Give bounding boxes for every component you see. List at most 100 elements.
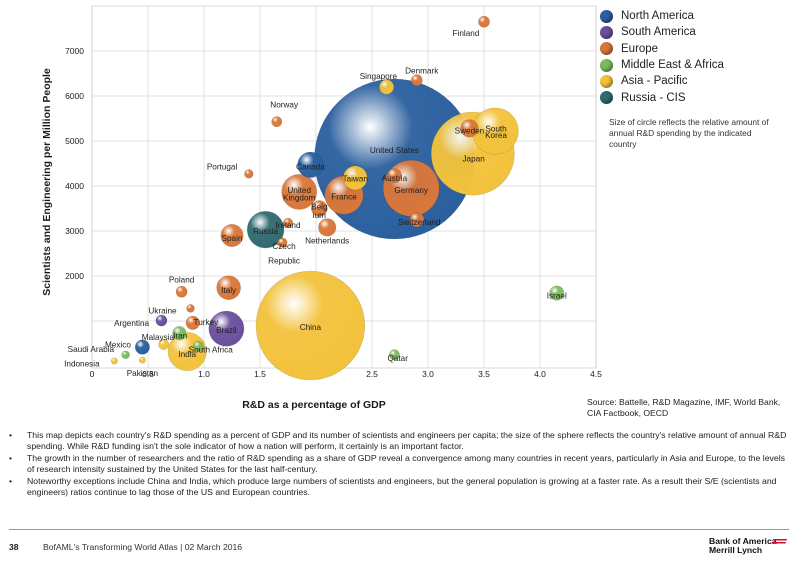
bubble-label-united-states: United States [370, 146, 419, 155]
bubble-label-united-kingdom: United [287, 186, 311, 195]
bubble-canada [297, 151, 324, 178]
bubble-label-japan: Japan [462, 154, 485, 163]
bubble-brazil [208, 310, 245, 347]
y-tick-label: 6000 [65, 91, 84, 101]
bubble-label-czech-republic: Czech [272, 242, 296, 251]
bubble-china [255, 270, 366, 381]
bubble-label-finland: Finland [453, 29, 480, 38]
bubble-switzerland [409, 212, 425, 228]
bubble-label-iran: Iran [173, 331, 188, 340]
legend-swatch [600, 91, 613, 105]
bubble-label-sweden: Sweden [455, 127, 485, 136]
bubble-label-singapore: Singapore [360, 72, 398, 81]
x-axis-label: R&D as a percentage of GDP [242, 399, 386, 411]
bubble-italy [216, 275, 241, 301]
bubble-label-saudi-arabia: Saudi Arabia [68, 345, 115, 354]
bubble-label-qatar: Qatar [387, 354, 408, 363]
bubble-spain [220, 224, 244, 248]
bubble-label-spain: Spain [222, 234, 243, 243]
bubble-israel [549, 285, 565, 301]
bubble-label-ireland: Ireland [275, 221, 300, 230]
bubble-pakistan [138, 356, 146, 364]
legend-swatch [600, 25, 613, 39]
bubble-label-poland: Poland [169, 275, 195, 284]
legend-swatch [600, 74, 613, 88]
bubble-south-africa [192, 340, 204, 352]
legend-label: North America [621, 10, 694, 23]
bubble-label-india: India [178, 350, 196, 359]
legend-label: Russia - CIS [621, 91, 686, 104]
bubble-label-portugal: Portugal [207, 162, 238, 171]
legend-label: Europe [621, 42, 659, 55]
bubble-qatar [388, 349, 400, 361]
source-note: Source: Battelle, R&D Magazine, IMF, Wor… [587, 397, 781, 418]
legend-item-north-america: North America [600, 8, 724, 24]
bubble-label-brazil: Brazil [216, 326, 237, 335]
bubble-label-south-korea: Korea [485, 131, 507, 140]
y-tick-label: 2000 [65, 271, 84, 281]
bubble-czech-republic [277, 237, 288, 248]
footer-divider [9, 529, 789, 530]
bubble-label-netherlands: Netherlands [305, 236, 349, 245]
bubble-label-china: China [300, 323, 322, 332]
bubble-indonesia [110, 357, 118, 365]
bubble-label-pakistan: Pakistan [127, 369, 159, 378]
bubble-label-indonesia: Indonesia [64, 359, 100, 368]
bubble-ireland [282, 217, 294, 228]
bubble-malaysia [158, 338, 170, 350]
bubble-sweden [460, 119, 479, 138]
bubble-label-denmark: Denmark [405, 66, 439, 75]
bubble-denmark [410, 74, 423, 87]
bubble-label-south-africa: South Africa [189, 345, 234, 354]
bubble-mexico [134, 339, 150, 355]
bubble-turkey [185, 315, 200, 330]
flag-logo-icon [770, 539, 788, 545]
y-axis-label: Scientists and Engineering per Million P… [41, 68, 53, 296]
legend-label: South America [621, 26, 696, 39]
logo-line-1: Bank of America [709, 536, 777, 546]
bubble-ukraine [186, 304, 195, 313]
x-tick-label: 0.5 [142, 369, 154, 379]
bubble-norway [271, 116, 283, 128]
bubble-label-israel: Israel [547, 291, 567, 300]
bubble-labels: United States China Japan Germany SouthKorea… [64, 29, 567, 378]
bubble-size-note: Size of circle reflects the relative amo… [609, 117, 769, 149]
bubble-label-france: France [331, 193, 357, 202]
bullet-item: Noteworthy exceptions include China and … [9, 476, 787, 499]
footer-text: BofAML's Transforming World Atlas | 02 M… [43, 542, 243, 552]
bubble-netherlands [318, 218, 337, 237]
bubble-label-czech-republic: Republic [268, 257, 300, 266]
x-tick-label: 2.5 [366, 369, 378, 379]
bubble-label-belgium: ium [313, 211, 326, 220]
legend-swatch [600, 42, 613, 56]
bubble-label-norway: Norway [270, 100, 299, 109]
legend: North America South America Europe Middl… [600, 8, 724, 106]
bubble-label-switzerland: Switzerland [398, 218, 441, 227]
bullet-item: The growth in the number of researchers … [9, 453, 787, 476]
legend-item-europe: Europe [600, 41, 724, 57]
bubble-finland [478, 15, 490, 28]
bubble-label-austria: Austria [382, 174, 408, 183]
bubble-iran [172, 326, 187, 341]
bubble-austria [386, 168, 402, 184]
legend-item-asia-pacific: Asia - Pacific [600, 73, 724, 89]
legend-item-south-america: South America [600, 24, 724, 40]
bubble-label-belgium: Belg [311, 203, 328, 212]
axes: 00.51.01.52.02.53.03.54.04.5200030004000… [65, 46, 602, 379]
bubble-label-south-korea: South [485, 125, 507, 134]
bubble-argentina [155, 314, 168, 327]
bubble-label-russia: Russia [253, 227, 278, 236]
bubble-united-kingdom [281, 173, 318, 210]
x-tick-label: 0 [90, 369, 95, 379]
bullet-item: This map depicts each country's R&D spen… [9, 430, 787, 453]
legend-swatch [600, 9, 613, 23]
bubble-russia [246, 210, 285, 249]
bubble-label-italy: Italy [221, 286, 237, 295]
x-tick-label: 4.5 [590, 369, 602, 379]
bullet-list: This map depicts each country's R&D spen… [9, 430, 787, 498]
bubble-label-germany: Germany [394, 186, 429, 195]
bubble-label-mexico: Mexico [105, 341, 131, 350]
y-tick-label: 5000 [65, 136, 84, 146]
bubble-label-canada: Canada [296, 162, 325, 171]
legend-label: Asia - Pacific [621, 75, 688, 88]
